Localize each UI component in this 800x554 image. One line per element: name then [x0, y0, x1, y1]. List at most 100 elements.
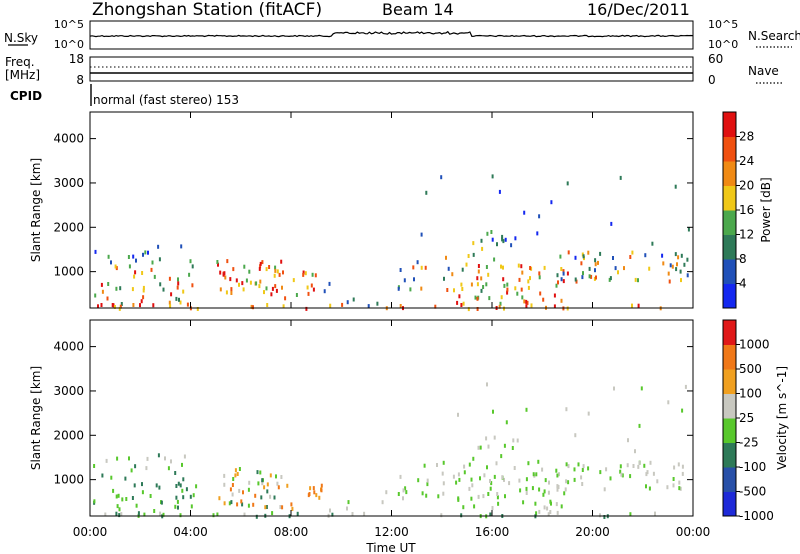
range-cell [555, 468, 558, 473]
range-cell [485, 282, 488, 287]
range-cell [222, 272, 225, 277]
range-cell [686, 273, 689, 278]
range-cell [446, 288, 449, 292]
range-cell [556, 473, 559, 478]
range-cell [402, 496, 404, 501]
power-ylabel: Slant Range [km] [29, 158, 43, 262]
range-cell [158, 257, 161, 262]
range-cell [619, 464, 622, 469]
range-cell [230, 500, 233, 505]
range-cell [107, 282, 110, 286]
range-cell [603, 515, 606, 519]
range-cell [599, 513, 601, 518]
range-cell [525, 304, 528, 309]
range-cell [498, 304, 501, 309]
range-cell [229, 487, 232, 492]
range-cell [567, 250, 570, 255]
range-cell [413, 277, 415, 282]
range-cell [456, 300, 459, 305]
range-cell [518, 277, 521, 282]
range-cell [329, 508, 331, 513]
colorbar-swatch [723, 369, 736, 394]
range-cell [219, 287, 222, 292]
range-cell [632, 464, 635, 468]
range-cell [447, 266, 450, 271]
range-cell [310, 283, 313, 288]
range-cell [114, 264, 117, 269]
range-cell [346, 300, 349, 305]
range-cell [573, 477, 576, 482]
colorbar-swatch [723, 467, 736, 492]
range-cell [245, 278, 248, 283]
colorbar-swatch [723, 491, 736, 517]
range-cell [133, 483, 136, 488]
range-cell [503, 477, 505, 482]
range-cell [434, 304, 437, 309]
range-cell [216, 512, 219, 517]
range-cell [153, 274, 156, 279]
range-cell [489, 486, 492, 491]
range-cell [115, 266, 118, 271]
sky-panel-frame [89, 20, 694, 50]
range-cell [525, 491, 528, 495]
range-cell [511, 446, 514, 450]
range-cell [291, 506, 294, 511]
range-cell [490, 481, 493, 486]
range-cell [529, 266, 532, 270]
range-cell [196, 307, 199, 311]
range-cell [649, 460, 652, 465]
range-cell [259, 470, 262, 475]
range-cell [110, 475, 113, 480]
power-colorbar: 4 8 12 16 20 24 28 [722, 111, 754, 309]
range-cell [116, 504, 119, 509]
range-cell [556, 510, 559, 515]
range-cell [498, 189, 501, 194]
range-cell [675, 267, 678, 272]
range-cell [442, 481, 445, 486]
range-cell [306, 285, 309, 290]
range-cell [486, 465, 488, 470]
range-cell [574, 433, 577, 438]
range-cell [157, 244, 160, 249]
range-cell [141, 482, 143, 487]
range-cell [420, 232, 423, 237]
range-cell [477, 269, 480, 274]
range-cell [470, 496, 473, 501]
range-cell [270, 292, 273, 297]
range-cell [234, 468, 237, 473]
range-cell [582, 271, 584, 276]
range-cell [315, 493, 318, 498]
range-cell [420, 286, 423, 291]
range-cell [662, 261, 665, 266]
colorbar-tick-label: 28 [739, 130, 754, 144]
range-cell [278, 272, 281, 277]
range-cell [445, 255, 447, 260]
range-cell [141, 490, 144, 495]
y-tick-label: 2000 [53, 428, 84, 442]
range-cell [674, 252, 677, 257]
range-cell [623, 266, 625, 271]
range-cell [120, 512, 123, 517]
colorbar-swatch [723, 210, 736, 235]
range-cell [219, 270, 222, 275]
range-cell [132, 303, 135, 307]
range-cell [527, 279, 530, 284]
range-cell [661, 253, 664, 258]
range-cell [242, 490, 244, 495]
range-cell [331, 512, 334, 517]
frequency-panel: Freq. [MHz] 18 8 60 0 Nave [5, 52, 782, 87]
range-cell [482, 494, 485, 499]
range-cell [179, 483, 182, 488]
range-cell [488, 296, 491, 301]
range-cell [474, 295, 477, 300]
range-cell [363, 511, 366, 516]
range-cell [118, 306, 121, 311]
range-cell [265, 286, 268, 291]
range-cell [538, 214, 541, 219]
range-cell [145, 466, 148, 471]
range-cell [111, 303, 114, 307]
range-cell [150, 267, 153, 272]
range-cell [486, 382, 488, 387]
range-cell [634, 277, 637, 282]
range-cell [637, 278, 639, 283]
